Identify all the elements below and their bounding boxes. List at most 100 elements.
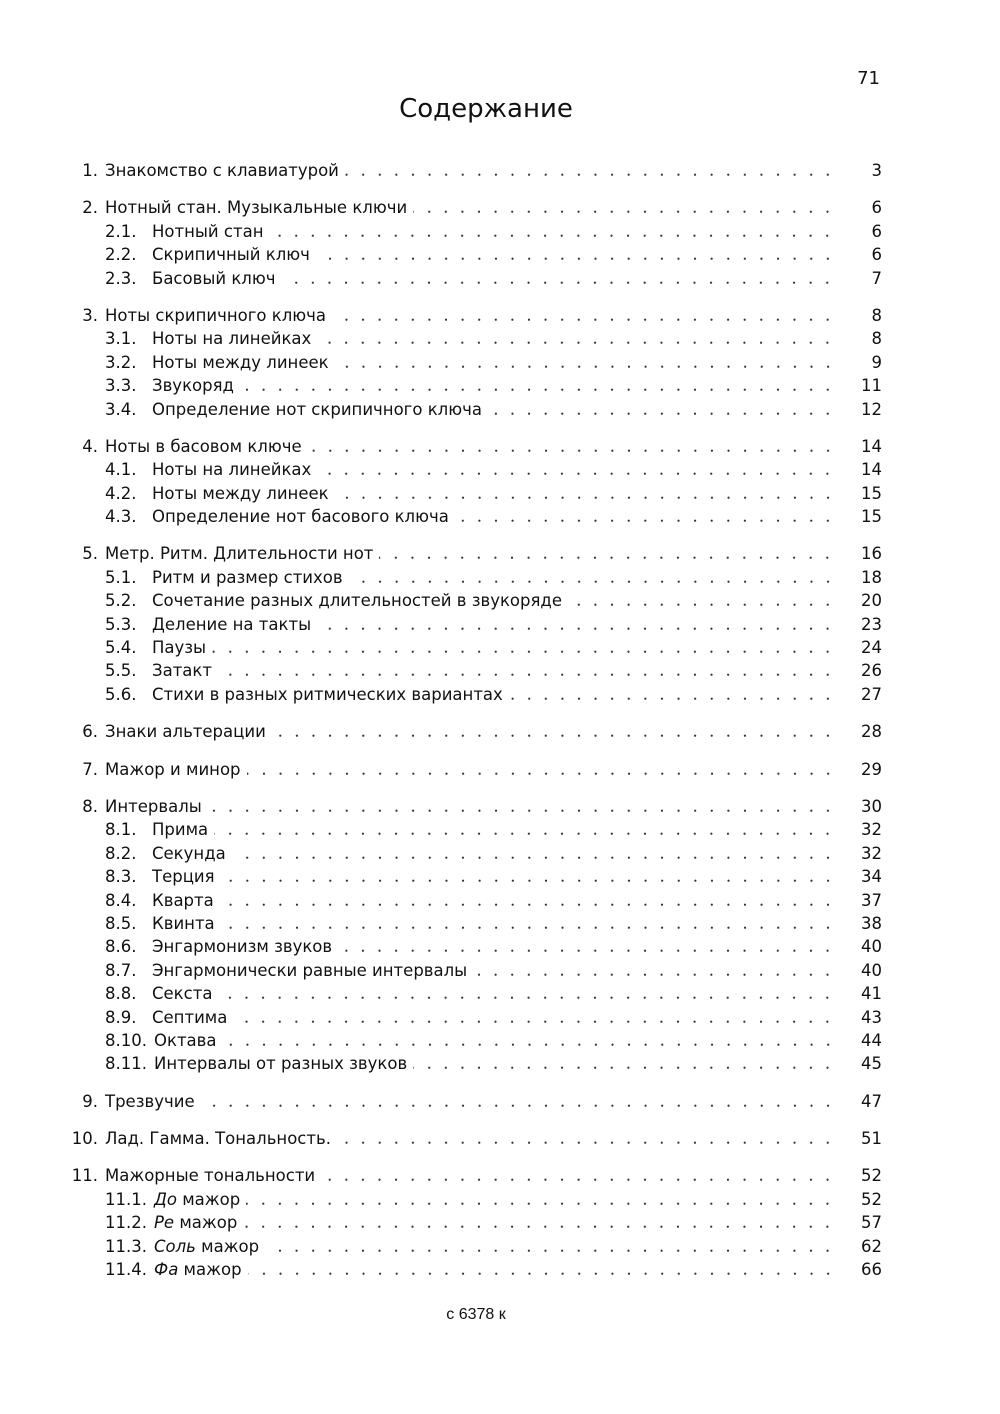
toc-section-entry[interactable]: 9. Трезвучие 47 — [66, 1089, 882, 1114]
entry-number: 8. — [82, 796, 98, 816]
entry-title: Септима — [152, 1006, 227, 1029]
entry-number: 5.1. — [105, 567, 137, 587]
entry-title: Ноты в басовом ключе — [105, 435, 302, 458]
entry-title: Ноты скрипичного ключа — [105, 304, 326, 327]
entry-number: 3.2. — [105, 352, 137, 372]
toc-section-entry[interactable]: 11. Мажорные тональности 52 — [66, 1164, 882, 1188]
toc-subsection-entry[interactable]: 8.11. Интервалы от разных звуков 45 — [66, 1052, 882, 1076]
entry-page: 38 — [861, 913, 882, 933]
toc-section-entry[interactable]: 7. Мажор и минор 29 — [66, 757, 882, 781]
toc-subsection-entry[interactable]: 8.1. Прима 32 — [66, 818, 882, 842]
entry-page: 66 — [861, 1260, 882, 1280]
entry-title-text: Скрипичный ключ — [152, 245, 310, 265]
entry-page: 16 — [861, 544, 882, 564]
toc-subsection-entry[interactable]: 4.2. Ноты между линеек 15 — [66, 481, 882, 506]
entry-number: 8.4. — [105, 890, 137, 910]
toc-section-entry[interactable]: 5. Метр. Ритм. Длительности нот 16 — [66, 542, 882, 566]
entry-title: Фа мажор — [154, 1258, 242, 1281]
toc-subsection-entry[interactable]: 5.6. Стихи в разных ритмических вариантах… — [66, 682, 882, 707]
dot-leader — [271, 720, 836, 744]
toc-subsection-entry[interactable]: 8.7. Энгармонически равные интервалы 40 — [66, 958, 882, 983]
entry-title-text: Мажорные тональности — [105, 1166, 316, 1186]
toc-section-entry[interactable]: 2. Нотный стан. Музыкальные ключи 6 — [66, 196, 882, 220]
dot-leader — [243, 1211, 836, 1235]
entry-title-italic: Соль — [153, 1236, 196, 1256]
entry-page: 44 — [861, 1030, 882, 1050]
toc-subsection-entry[interactable]: 8.3. Терция 34 — [66, 865, 882, 889]
toc-subsection-entry[interactable]: 4.3. Определение нот басового ключа 15 — [66, 505, 882, 529]
dot-leader — [247, 1258, 836, 1282]
entry-page: 14 — [861, 460, 882, 480]
toc-subsection-entry[interactable]: 8.2. Секунда 32 — [66, 841, 882, 866]
dot-leader — [246, 1187, 836, 1212]
entry-number: 8.11. — [105, 1054, 147, 1074]
entry-page: 20 — [861, 591, 882, 611]
toc-subsection-entry[interactable]: 8.10. Октава 44 — [66, 1028, 882, 1053]
toc-subsection-entry[interactable]: 8.6. Энгармонизм звуков 40 — [66, 935, 882, 959]
entry-page: 28 — [861, 722, 882, 742]
entry-title: Кварта — [152, 889, 214, 912]
entry-number: 5.4. — [105, 638, 137, 658]
toc-subsection-entry[interactable]: 8.5. Квинта 38 — [66, 911, 882, 936]
entry-title: Звукоряд — [152, 374, 234, 397]
toc-subsection-entry[interactable]: 8.9. Септима 43 — [66, 1005, 882, 1029]
toc-section-entry[interactable]: 1. Знакомство с клавиатурой 3 — [66, 159, 883, 183]
toc-subsection-entry[interactable]: 3.3. Звукоряд 11 — [66, 374, 882, 398]
toc-section-entry[interactable]: 10. Лад. Гамма. Тональность. 51 — [66, 1127, 882, 1151]
entry-page: 15 — [861, 507, 882, 527]
toc-section-entry[interactable]: 6. Знаки альтерации 28 — [66, 720, 882, 744]
entry-title-text: Ноты в басовом ключе — [105, 436, 302, 456]
entry-title-text: мажор — [176, 1189, 241, 1209]
entry-page: 52 — [861, 1166, 882, 1186]
entry-number: 8.2. — [105, 843, 137, 863]
toc-subsection-entry[interactable]: 11.4. Фа мажор 66 — [66, 1258, 882, 1282]
entry-number: 5.3. — [105, 614, 137, 634]
entry-title-text: Лад. Гамма. Тональность. — [105, 1129, 331, 1149]
toc-subsection-entry[interactable]: 5.3. Деление на такты 23 — [66, 612, 882, 637]
dot-leader — [281, 266, 836, 290]
dot-leader — [336, 1127, 836, 1151]
toc-section-entry[interactable]: 8. Интервалы 30 — [66, 794, 882, 819]
entry-number: 4.2. — [105, 483, 137, 503]
entry-title-text: Сочетание разных длительностей в звукоря… — [152, 591, 562, 611]
toc-subsection-entry[interactable]: 5.1. Ритм и размер стихов 18 — [66, 565, 882, 590]
toc-subsection-entry[interactable]: 11.3. Соль мажор 62 — [66, 1234, 882, 1259]
dot-leader — [332, 303, 836, 328]
toc-section: 9. Трезвучие 47 — [66, 1089, 882, 1114]
entry-page: 27 — [861, 684, 882, 704]
entry-title: Энгармонизм звуков — [152, 935, 332, 958]
toc-subsection-entry[interactable]: 5.2. Сочетание разных длительностей в зву… — [66, 589, 882, 613]
entry-title: Интервалы от разных звуков — [154, 1052, 407, 1075]
toc-subsection-entry[interactable]: 8.8. Секста 41 — [66, 982, 882, 1006]
entry-title: Мажорные тональности — [105, 1164, 315, 1187]
entry-title-text: мажор — [195, 1236, 260, 1256]
toc-section: 8. Интервалы 30 8.1. Прима 32 8.2. Секунда 32 8.3… — [66, 794, 882, 1076]
toc-subsection-entry[interactable]: 3.4. Определение нот скрипичного ключа 12 — [66, 397, 882, 421]
toc-section-entry[interactable]: 4. Ноты в басовом ключе 14 — [66, 434, 882, 459]
dot-leader — [246, 757, 836, 781]
toc-subsection-entry[interactable]: 2.3. Басовый ключ 7 — [66, 266, 883, 290]
toc-subsection-entry[interactable]: 5.4. Паузы 24 — [66, 636, 882, 660]
entry-title: Стихи в разных ритмических вариантах — [152, 683, 503, 706]
toc-subsection-entry[interactable]: 4.1. Ноты на линейках 14 — [66, 458, 882, 482]
toc-subsection-entry[interactable]: 3.2. Ноты между линеек 9 — [66, 350, 882, 375]
toc-subsection-entry[interactable]: 3.1. Ноты на линейках 8 — [66, 327, 882, 351]
toc-subsection-entry[interactable]: 2.1. Нотный стан 6 — [66, 219, 882, 244]
dot-leader — [454, 505, 836, 529]
entry-title-text: Стихи в разных ритмических вариантах — [152, 684, 503, 704]
entry-page: 3 — [871, 161, 883, 180]
toc-subsection-entry[interactable]: 11.1. До мажор 52 — [66, 1187, 882, 1212]
dot-leader — [334, 350, 836, 375]
toc-subsection-entry[interactable]: 2.2. Скрипичный ключ 6 — [66, 243, 882, 267]
toc-subsection-entry[interactable]: 11.2. Ре мажор 57 — [66, 1211, 882, 1235]
entry-number: 11.2. — [105, 1213, 147, 1233]
entry-title: Секста — [152, 982, 212, 1005]
entry-title: Соль мажор — [154, 1235, 259, 1258]
toc-subsection-entry[interactable]: 8.4. Кварта 37 — [66, 888, 882, 912]
toc-section-entry[interactable]: 3. Ноты скрипичного ключа 8 — [66, 303, 882, 328]
toc-subsection-entry[interactable]: 5.5. Затакт 26 — [66, 659, 882, 683]
entry-number: 5.2. — [105, 591, 137, 611]
entry-number: 11.4. — [105, 1260, 147, 1280]
toc-section: 6. Знаки альтерации 28 — [66, 720, 882, 744]
entry-page: 7 — [871, 268, 883, 288]
